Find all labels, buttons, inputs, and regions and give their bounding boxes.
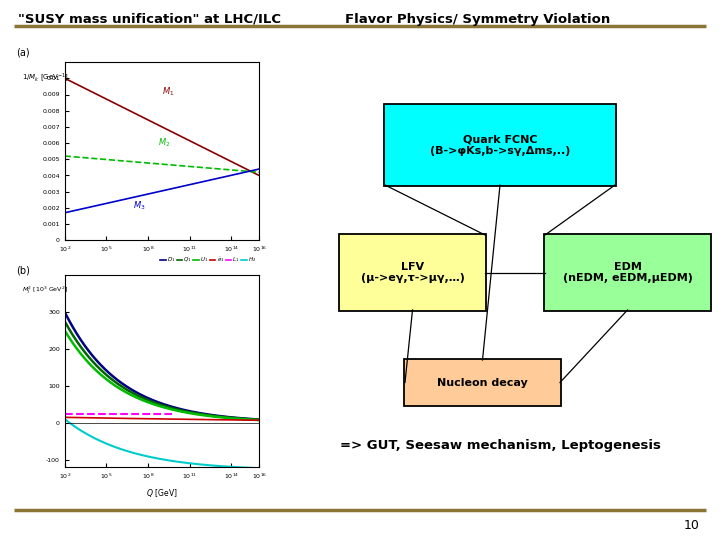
Text: $M_2$: $M_2$ [158,137,171,150]
FancyBboxPatch shape [544,234,711,311]
Text: $M_1$: $M_1$ [162,85,174,98]
Text: => GUT, Seesaw mechanism, Leptogenesis: => GUT, Seesaw mechanism, Leptogenesis [340,438,660,451]
FancyBboxPatch shape [384,104,616,186]
Text: (a): (a) [17,48,30,58]
Text: Quark FCNC
(B->φKs,b->sγ,Δms,..): Quark FCNC (B->φKs,b->sγ,Δms,..) [430,134,570,156]
Text: $1/M_k$ [GeV$^{-1}$]: $1/M_k$ [GeV$^{-1}$] [22,71,69,84]
Text: Flavor Physics/ Symmetry Violation: Flavor Physics/ Symmetry Violation [345,13,611,26]
Text: Nucleon decay: Nucleon decay [437,377,528,388]
FancyBboxPatch shape [339,234,486,311]
Text: "SUSY mass unification" at LHC/ILC: "SUSY mass unification" at LHC/ILC [18,13,281,26]
Text: $M^2_j$ [$10^3$ GeV$^2$]: $M^2_j$ [$10^3$ GeV$^2$] [22,285,68,297]
Legend: $D_1$, $Q_1$, $U_1$, $\tilde{e}_1$, $L_1$, $H_2$: $D_1$, $Q_1$, $U_1$, $\tilde{e}_1$, $L_1… [158,253,258,267]
Text: LFV
(μ->eγ,τ->μγ,…): LFV (μ->eγ,τ->μγ,…) [361,262,464,284]
X-axis label: $Q$ [GeV]: $Q$ [GeV] [146,487,178,499]
Text: $M_3$: $M_3$ [132,199,145,212]
Text: (b): (b) [17,266,30,276]
Text: EDM
(nEDM, eEDM,μEDM): EDM (nEDM, eEDM,μEDM) [562,262,693,284]
Text: 10: 10 [684,519,700,532]
FancyBboxPatch shape [404,359,561,406]
